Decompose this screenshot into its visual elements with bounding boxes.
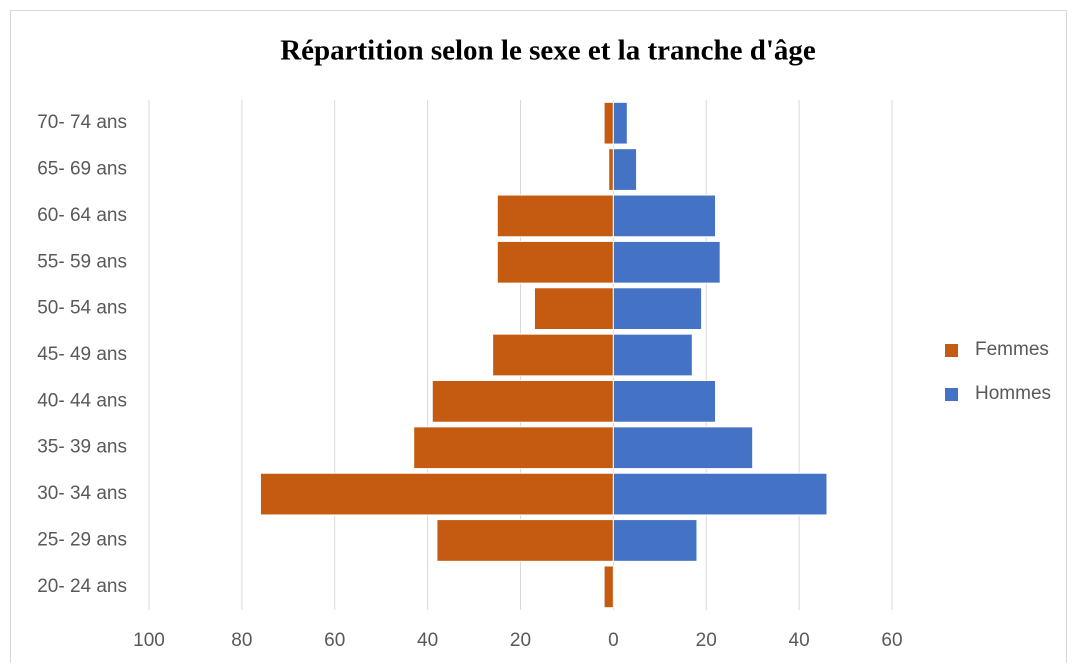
bar xyxy=(612,148,638,191)
y-tick-label: 40- 44 ans xyxy=(37,390,127,411)
bar xyxy=(436,519,614,562)
bar xyxy=(259,472,614,516)
y-tick-label: 55- 59 ans xyxy=(37,251,127,272)
legend-swatch xyxy=(945,388,958,401)
legend-swatch xyxy=(945,344,958,357)
bar xyxy=(612,194,717,238)
bar xyxy=(608,148,614,191)
x-tick-label: 20 xyxy=(696,630,717,651)
y-tick-label: 25- 29 ans xyxy=(37,529,127,550)
bar xyxy=(612,519,698,562)
y-tick-label: 65- 69 ans xyxy=(37,159,127,180)
bar xyxy=(612,333,693,377)
bar xyxy=(612,472,828,516)
x-tick-label: 80 xyxy=(231,630,252,651)
bar xyxy=(496,194,614,238)
legend-label: Femmes xyxy=(975,339,1049,360)
bar xyxy=(612,426,754,470)
bar xyxy=(431,380,614,423)
x-tick-label: 100 xyxy=(133,630,165,651)
bar xyxy=(413,426,614,470)
y-tick-label: 50- 54 ans xyxy=(37,298,127,319)
y-tick-label: 35- 39 ans xyxy=(37,437,127,458)
bar xyxy=(603,565,614,609)
x-tick-label: 0 xyxy=(608,630,619,651)
x-tick-label: 60 xyxy=(881,630,902,651)
bar xyxy=(612,101,628,145)
y-tick-label: 60- 64 ans xyxy=(37,205,127,226)
x-tick-label: 40 xyxy=(789,630,810,651)
legend-label: Hommes xyxy=(975,383,1051,404)
bar xyxy=(603,101,614,145)
y-tick-label: 45- 49 ans xyxy=(37,344,127,365)
y-tick-label: 30- 34 ans xyxy=(37,483,127,504)
chart-title: Répartition selon le sexe et la tranche … xyxy=(280,35,816,67)
x-tick-label: 20 xyxy=(510,630,531,651)
x-tick-label: 60 xyxy=(324,630,345,651)
bar xyxy=(492,333,614,377)
y-tick-label: 20- 24 ans xyxy=(37,576,127,597)
bar xyxy=(533,287,614,331)
bar xyxy=(496,240,614,284)
bar xyxy=(612,287,703,331)
bar xyxy=(612,380,717,423)
bar xyxy=(612,240,721,284)
x-tick-label: 40 xyxy=(417,630,438,651)
y-tick-label: 70- 74 ans xyxy=(37,112,127,133)
